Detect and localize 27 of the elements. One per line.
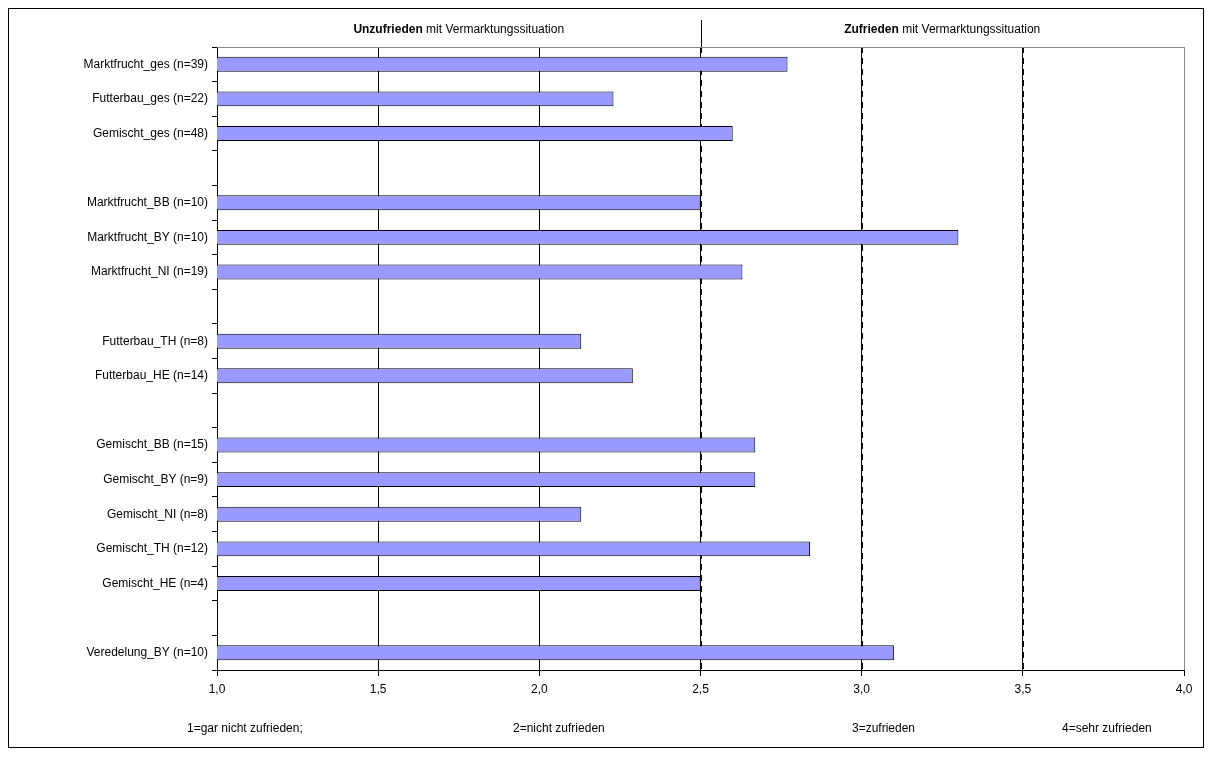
y-tick-label: Marktfrucht_ges (n=39) <box>83 56 208 71</box>
x-tick-label: 2,0 <box>530 681 548 696</box>
y-tick-label: Futterbau_ges (n=22) <box>92 91 208 106</box>
x-tick-label: 3,5 <box>1014 681 1032 696</box>
x-tick-label: 3,0 <box>853 681 871 696</box>
y-tick-label: Gemischt_BB (n=15) <box>96 437 208 452</box>
x-tick-label: 1,0 <box>208 681 226 696</box>
y-tick-label: Gemischt_HE (n=4) <box>102 575 208 590</box>
x-tick-label: 2,5 <box>692 681 710 696</box>
y-tick-label: Marktfrucht_BY (n=10) <box>87 229 208 244</box>
y-tick-label: Marktfrucht_NI (n=19) <box>90 264 208 279</box>
y-tick-label: Futterbau_TH (n=8) <box>102 333 208 348</box>
text: 4=sehr zufrieden <box>1062 721 1152 735</box>
text: 3=zufrieden <box>852 721 916 735</box>
text: 1=gar nicht zufrieden; <box>187 721 303 735</box>
y-tick-label: Marktfrucht_BB (n=10) <box>86 195 208 210</box>
y-tick-label: Gemischt_TH (n=12) <box>96 541 208 556</box>
y-tick-label: Gemischt_NI (n=8) <box>106 506 208 521</box>
x-tick-label: 4,0 <box>1175 681 1193 696</box>
y-tick-label: Veredelung_BY (n=10) <box>86 645 208 660</box>
y-tick-label: Futterbau_HE (n=14) <box>94 368 208 383</box>
y-tick-label: Gemischt_ges (n=48) <box>92 125 208 140</box>
text: Unzufrieden mit Vermarktungssituation <box>352 22 566 36</box>
text: Zufrieden mit Vermarktungssituation <box>843 22 1042 36</box>
x-tick-label: 1,5 <box>369 681 387 696</box>
text: 2=nicht zufrieden <box>513 721 605 735</box>
y-tick-label: Gemischt_BY (n=9) <box>103 471 208 486</box>
